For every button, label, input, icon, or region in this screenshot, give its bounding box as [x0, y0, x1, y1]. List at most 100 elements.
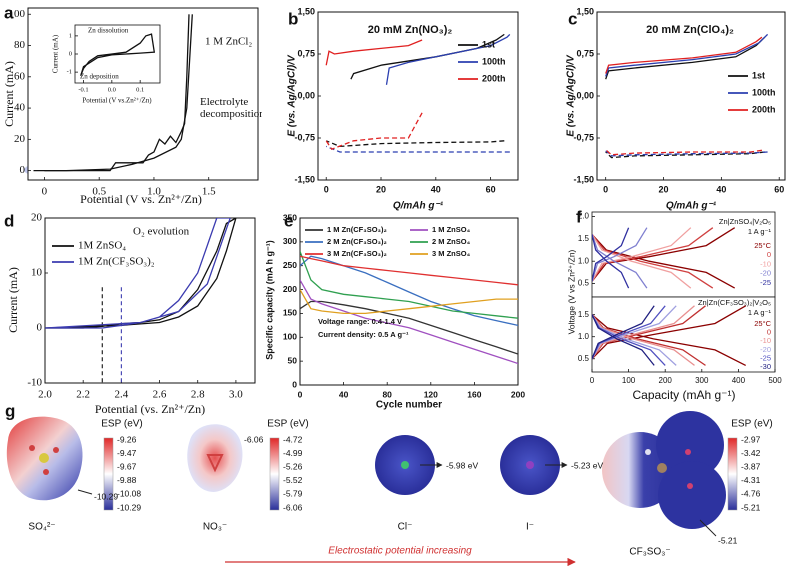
- bond: [206, 454, 224, 473]
- x-tick-label: 500: [768, 376, 782, 385]
- esp-callout: -6.06: [244, 434, 264, 444]
- x-tick-label: 2.4: [114, 389, 128, 401]
- series-line: [80, 33, 156, 77]
- series-line: [592, 305, 695, 366]
- scale-label: -5.52: [283, 475, 303, 485]
- panel-label: a: [4, 3, 14, 22]
- y-tick-label: 0,75: [297, 48, 315, 58]
- scale-label: -3.87: [741, 461, 761, 471]
- legend-label: -25: [760, 278, 771, 287]
- annotation: 1 M ZnCl₂: [205, 36, 252, 48]
- x-axis-label: Q/mAh g⁻¹: [393, 201, 444, 212]
- scale-label: -9.47: [117, 448, 137, 458]
- series-line: [592, 227, 630, 289]
- legend-label: 1 M ZnSO₄: [432, 225, 471, 234]
- y-tick-label: 1,50: [576, 6, 594, 16]
- legend-label: 200th: [752, 104, 776, 114]
- panel-label: f: [576, 207, 582, 226]
- x-axis-label: Q/mAh g⁻¹: [666, 201, 717, 212]
- atom: [687, 483, 693, 489]
- y-tick-label: 1.5: [578, 234, 590, 243]
- panel-label: b: [288, 9, 298, 28]
- y-axis-label: Voltage (V vs Zn²⁺/Zn): [566, 249, 576, 334]
- y-tick-label: -1,50: [294, 174, 315, 184]
- series-line: [592, 227, 736, 289]
- y-tick-label: -0,75: [294, 132, 315, 142]
- annotation: Current density: 0.5 A g⁻¹: [318, 330, 409, 339]
- panel-label: d: [4, 211, 14, 230]
- x-tick-label: 80: [382, 389, 392, 399]
- y-axis-label: Current (mA): [52, 34, 60, 73]
- legend-label: 200th: [482, 73, 506, 83]
- series-line: [605, 33, 769, 77]
- series-line: [325, 145, 510, 153]
- scale-label: -4.99: [283, 448, 303, 458]
- y-tick-label: -1: [67, 69, 72, 76]
- y-tick-label: 20: [31, 212, 43, 224]
- legend-label: 25°C: [754, 241, 771, 250]
- trend-label: Electrostatic potential increasing: [328, 546, 472, 557]
- series-line: [605, 149, 762, 156]
- x-tick-label: 0: [603, 184, 608, 194]
- legend-label: 0: [767, 328, 771, 337]
- series-line: [300, 255, 518, 327]
- legend-label: 0: [767, 250, 771, 259]
- x-tick-label: 60: [486, 184, 496, 194]
- series-line: [592, 305, 655, 366]
- y-tick-label: 100: [283, 332, 297, 342]
- annotation: Zn|ZnSO₄|V₂O₅: [719, 217, 771, 226]
- x-tick-label: 60: [774, 184, 784, 194]
- annotation: Voltage range: 0.4-1.4 V: [318, 317, 402, 326]
- scale-label: -9.67: [117, 461, 137, 471]
- x-tick-label: 0: [324, 184, 329, 194]
- atom: [657, 463, 667, 473]
- y-tick-label: 60: [14, 70, 26, 82]
- x-tick-label: 0.5: [92, 186, 106, 198]
- legend-label: 1st: [482, 39, 495, 49]
- x-axis-label: Potential (vs. Zn²⁺/Zn): [95, 402, 205, 416]
- legend-label: 2 M ZnSO₄: [432, 237, 471, 246]
- plot-frame: [44, 217, 256, 384]
- series-line: [300, 251, 518, 319]
- esp-callout: -5.23 eV: [571, 460, 603, 470]
- y-tick-label: 0.5: [578, 279, 590, 288]
- x-tick-label: 2.8: [191, 389, 205, 401]
- annotation: O₂ evolution: [133, 226, 190, 238]
- y-tick-label: 20: [14, 133, 26, 145]
- scale-label: -10.08: [117, 489, 141, 499]
- legend-label: -30: [760, 362, 771, 371]
- series-line: [325, 39, 423, 66]
- y-axis-label: E (vs. Ag/AgCl)/V: [287, 54, 298, 137]
- ion-label: SO₄²⁻: [28, 522, 55, 533]
- y-tick-label: -10: [27, 377, 42, 389]
- y-tick-label: 300: [283, 236, 297, 246]
- legend-label: -20: [760, 269, 771, 278]
- series-line: [592, 227, 714, 289]
- y-tick-label: 1.0: [578, 256, 590, 265]
- x-tick-label: 0: [590, 376, 595, 385]
- cf3so3-surface: [656, 411, 724, 479]
- y-tick-label: 40: [14, 102, 26, 114]
- y-tick-label: 200: [283, 284, 297, 294]
- panel-label: c: [568, 9, 577, 28]
- esp-callout: -5.21: [718, 535, 738, 545]
- series-line: [592, 305, 747, 366]
- y-tick-label: 50: [288, 355, 298, 365]
- color-scale: [103, 437, 114, 511]
- no3-surface: [187, 424, 243, 492]
- annotation: Zn|Zn(CF₃SO₃)₂|V₂O₅: [698, 298, 771, 307]
- atom: [39, 453, 49, 463]
- y-tick-label: 80: [14, 39, 26, 51]
- y-tick-label: 0: [37, 322, 43, 334]
- scale-title: ESP (eV): [101, 419, 143, 430]
- x-axis-label: Capacity (mAh g⁻¹): [632, 388, 735, 402]
- y-axis-label: Current (mA): [6, 267, 20, 333]
- x-tick-label: 2.0: [38, 389, 52, 401]
- legend-label: 100th: [752, 87, 776, 97]
- x-tick-label: 200: [659, 376, 673, 385]
- x-tick-label: 20: [659, 184, 669, 194]
- chart-title: 20 mM Zn(ClO₄)₂: [646, 24, 734, 36]
- esp-maps: [6, 411, 726, 567]
- x-tick-label: 100: [622, 376, 636, 385]
- atom: [43, 469, 49, 475]
